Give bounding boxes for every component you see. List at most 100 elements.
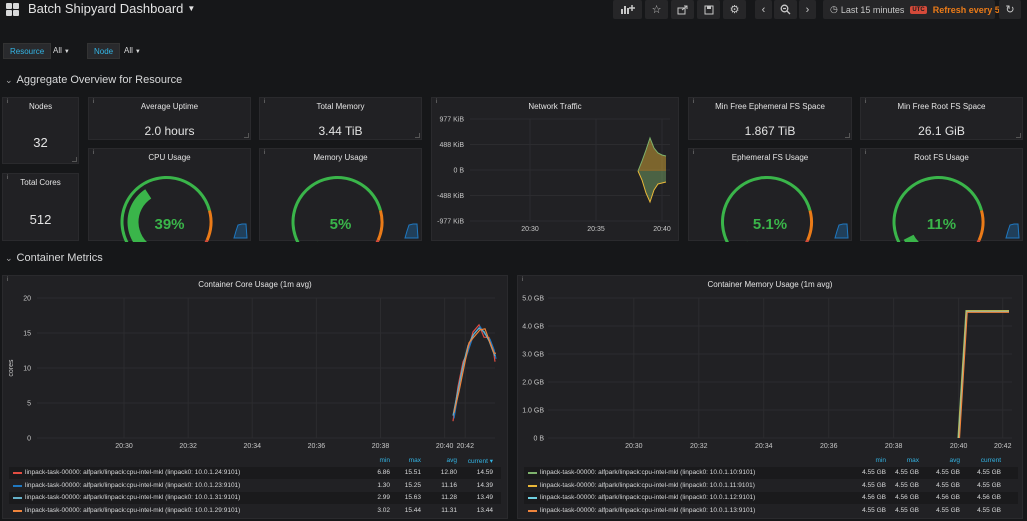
legend-value-max: 4.56 GB xyxy=(895,494,919,501)
forward-button[interactable]: › xyxy=(799,0,816,19)
gauge-value: 5% xyxy=(329,216,352,233)
save-button[interactable] xyxy=(697,0,720,19)
settings-button[interactable]: ⚙ xyxy=(723,0,746,19)
legend-header-2[interactable]: avg xyxy=(446,457,457,464)
legend-series-name[interactable]: linpack-task-00000: alfpark/linpack:cpu-… xyxy=(25,494,241,501)
panel-average-uptime: i Average Uptime 2.0 hours xyxy=(88,97,251,140)
legend-series-name[interactable]: linpack-task-00000: alfpark/linpack:cpu-… xyxy=(540,494,756,501)
legend-series-name[interactable]: linpack-task-00000: alfpark/linpack:cpu-… xyxy=(25,469,241,476)
x-tick-label: 20:30 xyxy=(115,443,133,450)
refresh-button[interactable]: ↻ xyxy=(999,0,1021,19)
sparkline xyxy=(1005,223,1020,239)
info-icon[interactable]: i xyxy=(693,150,695,156)
y-tick-label: -977 KiB xyxy=(437,219,464,226)
legend-series-name[interactable]: linpack-task-00000: alfpark/linpack:cpu-… xyxy=(25,481,241,489)
legend-swatch[interactable] xyxy=(528,497,537,499)
resize-handle[interactable] xyxy=(415,133,420,138)
core-usage-chart[interactable]: 20 15 10 5 0 20:30 20:32 20:34 20:36 20:38 20:40 20… xyxy=(3,276,509,461)
legend-series-name[interactable]: linpack-task-00000: alfpark/linpack:cpu-… xyxy=(25,506,241,514)
legend-value-min: 3.02 xyxy=(377,506,390,514)
info-icon[interactable]: i xyxy=(7,277,9,283)
legend-swatch[interactable] xyxy=(528,472,537,474)
y-axis-label: cores xyxy=(8,359,15,377)
legend-row[interactable]: linpack-task-00000: alfpark/linpack:cpu-… xyxy=(524,505,1018,517)
panel-title: Container Memory Usage (1m avg) xyxy=(707,280,833,289)
legend-swatch[interactable] xyxy=(13,472,22,474)
back-button[interactable]: ‹ xyxy=(755,0,772,19)
share-button[interactable] xyxy=(671,0,694,19)
legend-row[interactable]: linpack-task-00000: alfpark/linpack:cpu-… xyxy=(524,480,1018,492)
time-picker[interactable]: ◷ Last 15 minutes UTC Refresh every 5s xyxy=(823,0,1005,19)
y-tick-label: 0 B xyxy=(453,168,464,175)
legend-value-min: 4.55 GB xyxy=(862,469,886,476)
gauge-value-arc xyxy=(127,189,152,242)
legend-swatch[interactable] xyxy=(13,509,22,512)
info-icon[interactable]: i xyxy=(93,99,95,105)
x-tick-label: 20:32 xyxy=(690,443,708,450)
legend-swatch[interactable] xyxy=(528,509,537,512)
info-icon[interactable]: i xyxy=(436,99,438,105)
row-aggregate-header[interactable]: ⌄ Aggregate Overview for Resource xyxy=(5,74,182,86)
x-tick-label: 20:30 xyxy=(625,443,643,450)
info-icon[interactable]: i xyxy=(93,150,95,156)
resize-handle[interactable] xyxy=(72,157,77,162)
panel-root-fs-usage: i Root FS Usage 11% xyxy=(860,148,1023,242)
threshold-red xyxy=(204,239,209,242)
legend-value-avg: 4.55 GB xyxy=(936,469,960,476)
resize-handle[interactable] xyxy=(845,133,850,138)
legend-swatch[interactable] xyxy=(13,484,22,487)
legend-swatch[interactable] xyxy=(13,497,22,499)
chevron-down-icon: ⌄ xyxy=(5,75,13,85)
resize-handle[interactable] xyxy=(1016,133,1021,138)
legend-header-1[interactable]: max xyxy=(906,457,919,464)
info-icon[interactable]: i xyxy=(865,99,867,105)
legend-value-min: 4.56 GB xyxy=(862,494,886,501)
variable-node-select[interactable]: All ▼ xyxy=(120,43,145,59)
dashboard-title[interactable]: Batch Shipyard Dashboard ▼ xyxy=(28,1,195,16)
info-icon[interactable]: i xyxy=(7,99,9,105)
legend-row[interactable]: linpack-task-00000: alfpark/linpack:cpu-… xyxy=(524,492,1018,504)
legend-value-current: 13.44 xyxy=(476,506,493,514)
legend-row[interactable]: linpack-task-00000: alfpark/linpack:cpu-… xyxy=(524,467,1018,479)
grid-icon[interactable] xyxy=(6,3,19,16)
legend-swatch[interactable] xyxy=(528,484,537,487)
info-icon[interactable]: i xyxy=(7,175,9,181)
legend-header-0[interactable]: min xyxy=(379,457,390,464)
legend-row[interactable]: linpack-task-00000: alfpark/linpack:cpu-… xyxy=(9,492,501,504)
legend-value-current: 4.55 GB xyxy=(977,506,1001,514)
panel-title: Memory Usage xyxy=(313,153,368,162)
x-tick-label: 20:40 xyxy=(436,443,454,450)
row-container-header[interactable]: ⌄ Container Metrics xyxy=(5,252,103,264)
legend-series-name[interactable]: linpack-task-00000: alfpark/linpack:cpu-… xyxy=(540,506,756,514)
network-chart[interactable]: 977 KiB 488 KiB 0 B -488 KiB -977 KiB 20:30 20… xyxy=(432,98,680,242)
legend-header-2[interactable]: avg xyxy=(949,457,960,464)
y-tick-label: 5 xyxy=(27,401,31,408)
legend-row[interactable]: linpack-task-00000: alfpark/linpack:cpu-… xyxy=(9,467,501,479)
memory-usage-chart[interactable]: 5.0 GB 4.0 GB 3.0 GB 2.0 GB 1.0 GB 0 B 20:30 20… xyxy=(518,276,1024,461)
add-panel-button[interactable] xyxy=(613,0,642,19)
info-icon[interactable]: i xyxy=(522,277,524,283)
legend-header-0[interactable]: min xyxy=(875,457,886,464)
y-tick-label: 0 B xyxy=(533,436,544,443)
info-icon[interactable]: i xyxy=(693,99,695,105)
legend-series-name[interactable]: linpack-task-00000: alfpark/linpack:cpu-… xyxy=(540,469,756,476)
panel-title: Total Cores xyxy=(20,178,61,187)
legend-value-current: 4.56 GB xyxy=(977,494,1001,501)
y-tick-label: 10 xyxy=(23,366,31,373)
variable-resource-select[interactable]: All ▼ xyxy=(49,43,74,59)
panel-title: Root FS Usage xyxy=(914,153,969,162)
zoom-out-button[interactable] xyxy=(774,0,797,19)
legend-header-1[interactable]: max xyxy=(408,457,421,464)
legend-row[interactable]: linpack-task-00000: alfpark/linpack:cpu-… xyxy=(9,480,501,492)
star-button[interactable]: ☆ xyxy=(645,0,668,19)
legend-value-current: 4.55 GB xyxy=(977,481,1001,489)
x-tick-label: 20:32 xyxy=(179,443,197,450)
legend-header-3[interactable]: current xyxy=(980,457,1001,464)
legend-series-name[interactable]: linpack-task-00000: alfpark/linpack:cpu-… xyxy=(540,481,755,489)
resize-handle[interactable] xyxy=(244,133,249,138)
legend-row[interactable]: linpack-task-00000: alfpark/linpack:cpu-… xyxy=(9,505,501,517)
info-icon[interactable]: i xyxy=(264,150,266,156)
legend-header-3[interactable]: current ▾ xyxy=(467,458,493,465)
info-icon[interactable]: i xyxy=(865,150,867,156)
info-icon[interactable]: i xyxy=(264,99,266,105)
